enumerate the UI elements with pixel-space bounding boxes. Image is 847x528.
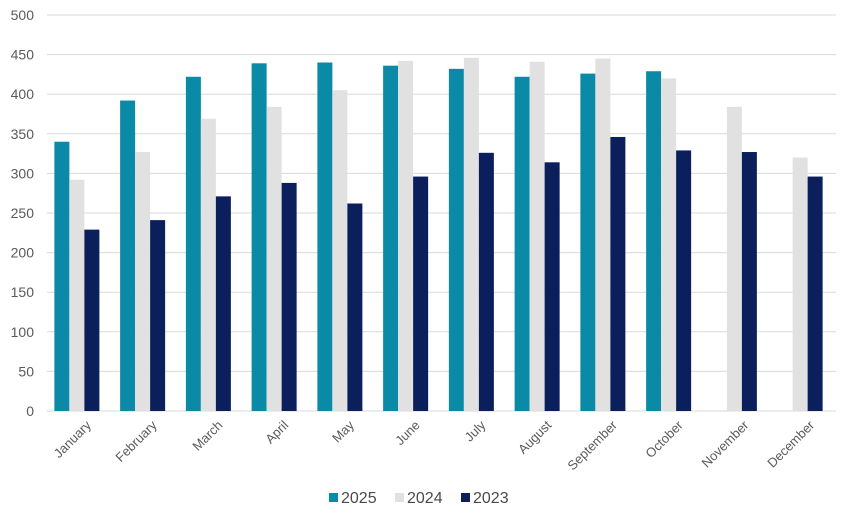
y-axis-ticks: 0 50 100 150 200 250 300 350 400 450 500 <box>11 7 35 419</box>
legend-swatch-2024 <box>395 493 404 502</box>
bar-2023-april <box>281 182 297 411</box>
bar-2024-february <box>135 152 151 412</box>
legend: 2025 2024 2023 <box>329 490 509 507</box>
y-tick-label-500: 500 <box>11 7 35 23</box>
bar-2024-december <box>792 157 808 411</box>
bar-2025-may <box>317 62 333 412</box>
bar-2023-october <box>676 150 692 411</box>
x-tick-label-december: December <box>764 417 817 470</box>
y-tick-label-350: 350 <box>11 126 35 142</box>
bars <box>54 57 823 412</box>
x-tick-label-july: July <box>462 417 489 444</box>
x-tick-label-june: June <box>392 418 423 449</box>
bar-2025-september <box>580 73 596 411</box>
y-tick-label-200: 200 <box>11 245 35 261</box>
bar-2023-august <box>544 162 560 411</box>
bar-2025-january <box>54 141 70 411</box>
bar-2024-march <box>200 118 216 411</box>
legend-label-2023: 2023 <box>473 490 509 507</box>
x-tick-label-march: March <box>189 418 225 454</box>
x-tick-label-february: February <box>112 417 160 465</box>
legend-item-2025: 2025 <box>329 490 377 507</box>
bar-2023-may <box>347 203 363 411</box>
x-tick-label-november: November <box>698 417 751 470</box>
y-tick-label-250: 250 <box>11 205 35 221</box>
x-tick-label-may: May <box>329 417 357 445</box>
legend-swatch-2023 <box>461 493 470 502</box>
y-tick-label-300: 300 <box>11 165 35 181</box>
bar-2024-june <box>398 60 414 411</box>
bar-2025-march <box>185 76 201 411</box>
legend-swatch-2025 <box>329 493 338 502</box>
x-tick-label-august: August <box>515 417 554 456</box>
legend-item-2024: 2024 <box>395 490 443 507</box>
y-tick-label-150: 150 <box>11 284 35 300</box>
gridlines <box>47 14 836 412</box>
y-tick-label-100: 100 <box>11 324 35 340</box>
bar-2023-march <box>215 196 231 411</box>
y-tick-label-50: 50 <box>18 363 34 379</box>
bar-2023-july <box>478 152 494 412</box>
bar-2025-june <box>383 65 399 412</box>
bar-2024-january <box>69 179 85 411</box>
bar-2023-january <box>84 229 100 411</box>
y-tick-label-450: 450 <box>11 47 35 63</box>
bar-2025-april <box>251 63 267 411</box>
legend-item-2023: 2023 <box>461 490 509 507</box>
legend-label-2025: 2025 <box>341 490 377 507</box>
bar-2024-april <box>266 106 282 411</box>
bar-2023-february <box>150 220 166 411</box>
bar-2025-july <box>448 68 464 411</box>
bar-2024-november <box>726 106 742 411</box>
x-axis-labels: January February March April May June July Augu… <box>51 417 818 473</box>
bar-2025-october <box>646 71 662 412</box>
bar-2023-november <box>741 152 757 412</box>
x-tick-label-october: October <box>642 417 686 461</box>
bar-2024-july <box>463 57 479 411</box>
x-tick-label-september: September <box>564 417 620 473</box>
bar-2023-june <box>413 176 429 411</box>
y-tick-label-0: 0 <box>26 403 34 419</box>
legend-label-2024: 2024 <box>407 490 443 507</box>
bar-2025-august <box>514 76 530 411</box>
bar-2024-september <box>595 58 611 412</box>
y-tick-label-400: 400 <box>11 86 35 102</box>
bar-2025-february <box>120 100 136 411</box>
x-tick-label-january: January <box>51 417 95 461</box>
bar-2023-december <box>807 176 823 411</box>
bar-2023-september <box>610 136 626 411</box>
bar-2024-may <box>332 90 348 412</box>
bar-2024-august <box>529 61 545 412</box>
x-tick-label-april: April <box>262 417 291 446</box>
bar-2024-october <box>661 78 677 412</box>
